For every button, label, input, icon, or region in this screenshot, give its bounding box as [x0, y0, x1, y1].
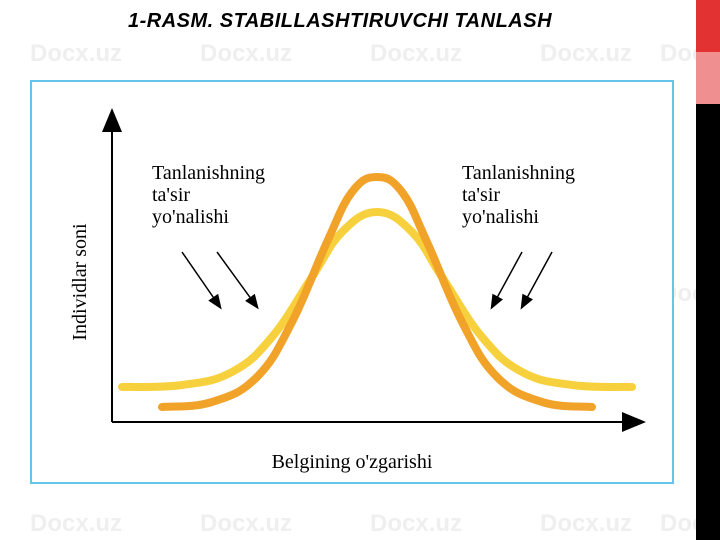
annotation-right-line2: ta'sir	[462, 184, 575, 206]
watermark-text: Docx.uz	[30, 510, 122, 538]
watermark-text: Docx.uz	[540, 40, 632, 68]
curve-before	[122, 212, 632, 387]
bar-segment-red	[696, 0, 720, 52]
watermark-text: Docx.uz	[200, 510, 292, 538]
watermark-text: Docx.uz	[370, 510, 462, 538]
annotation-arrow-2	[492, 252, 522, 307]
annotation-left: Tanlanishning ta'sir yo'nalishi	[152, 162, 265, 228]
bar-segment-pink	[696, 52, 720, 104]
watermark-text: Docx.uz	[540, 510, 632, 538]
slide-title: 1-RASM. STABILLASHTIRUVCHI TANLASH	[0, 10, 680, 33]
annotation-left-line3: yo'nalishi	[152, 206, 265, 228]
annotation-right: Tanlanishning ta'sir yo'nalishi	[462, 162, 575, 228]
annotation-left-line2: ta'sir	[152, 184, 265, 206]
watermark-text: Docx.uz	[30, 40, 122, 68]
chart-frame: Individlar soni Belgining o'zgarishi Tan…	[30, 80, 674, 484]
watermark-text: Docx.uz	[370, 40, 462, 68]
annotation-left-line1: Tanlanishning	[152, 162, 265, 184]
y-axis-label: Individlar soni	[69, 223, 92, 340]
annotation-arrow-1	[217, 252, 257, 307]
watermark-text: Docx.uz	[200, 40, 292, 68]
right-accent-bar	[696, 0, 720, 540]
annotation-right-line3: yo'nalishi	[462, 206, 575, 228]
annotation-arrow-3	[522, 252, 552, 307]
annotation-right-line1: Tanlanishning	[462, 162, 575, 184]
chart-svg	[32, 82, 672, 482]
slide: Docx.uz Docx.uz Docx.uz Docx.uz Docx.uz Docx.…	[0, 0, 720, 540]
annotation-arrow-0	[182, 252, 220, 307]
x-axis-label: Belgining o'zgarishi	[272, 451, 433, 474]
bar-segment-black	[696, 104, 720, 540]
